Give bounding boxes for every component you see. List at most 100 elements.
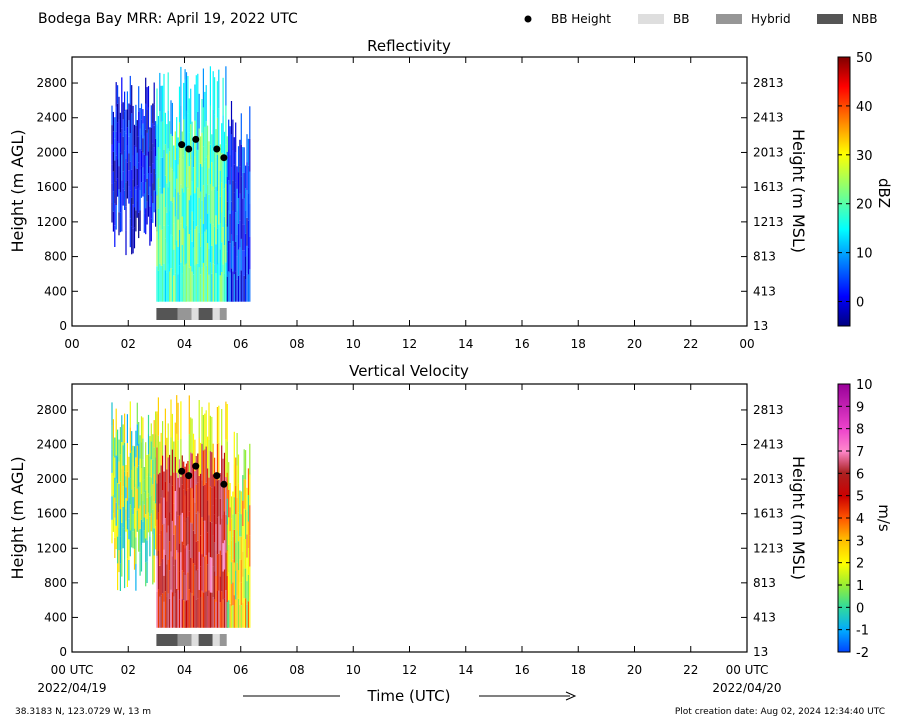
y-tick-label: 800: [44, 250, 67, 264]
data-cell: [200, 274, 202, 302]
data-cell: [188, 434, 190, 473]
data-cell: [216, 480, 218, 518]
data-cell: [200, 442, 202, 474]
data-cell: [150, 423, 152, 442]
data-cell: [188, 166, 190, 201]
data-cell: [247, 220, 249, 248]
data-cell: [247, 548, 249, 575]
data-cell: [215, 244, 217, 273]
x-tick-label: 22: [683, 663, 698, 677]
bb-height-marker: [192, 135, 200, 143]
data-cell: [207, 500, 209, 533]
data-cell: [126, 558, 128, 587]
data-cell: [246, 190, 248, 218]
data-cell: [237, 275, 240, 302]
y-tick-label: 1600: [36, 507, 67, 521]
data-cell: [146, 561, 148, 583]
data-cell: [115, 82, 117, 107]
data-cell: [201, 591, 203, 628]
data-cell: [236, 166, 238, 189]
x-tick-label: 14: [458, 337, 473, 351]
data-cell: [233, 595, 235, 628]
data-cell: [208, 590, 210, 628]
data-cell: [145, 442, 147, 467]
data-cell: [249, 204, 251, 237]
data-cell: [214, 599, 216, 628]
data-cell: [124, 471, 126, 501]
data-cell: [249, 535, 251, 567]
data-cell: [147, 86, 150, 108]
data-cell: [131, 85, 133, 114]
data-cell: [155, 156, 157, 174]
data-cell: [180, 106, 182, 146]
data-cell: [201, 132, 203, 167]
data-cell: [147, 194, 150, 217]
data-cell: [232, 271, 234, 302]
data-cell: [177, 219, 179, 247]
data-cell: [152, 484, 154, 510]
data-cell: [156, 195, 158, 231]
rain-type-segment: [212, 308, 220, 320]
data-cell: [117, 483, 119, 510]
data-cell: [204, 126, 206, 162]
data-cell: [133, 207, 136, 228]
data-cell: [205, 265, 207, 302]
data-cell: [221, 409, 223, 446]
data-cell: [169, 512, 171, 542]
data-cell: [164, 518, 166, 555]
data-cell: [191, 418, 193, 454]
data-cell: [126, 500, 128, 530]
data-cell: [177, 515, 179, 553]
data-cell: [235, 599, 237, 628]
data-cell: [201, 517, 203, 555]
data-cell: [228, 271, 230, 302]
data-cell: [223, 540, 226, 570]
data-cell: [140, 493, 143, 520]
data-cell: [155, 191, 157, 210]
data-cell: [147, 473, 150, 494]
data-cell: [218, 553, 220, 591]
data-cell: [140, 166, 143, 183]
data-cell: [167, 423, 169, 458]
data-cell: [145, 208, 147, 235]
data-cell: [246, 134, 248, 163]
data-cell: [242, 475, 244, 501]
data-cell: [159, 503, 161, 535]
data-cell: [184, 574, 186, 602]
data-cell: [184, 116, 186, 154]
data-cell: [121, 442, 123, 469]
data-cell: [146, 110, 148, 133]
data-cell: [247, 574, 249, 602]
data-cell: [243, 173, 245, 199]
data-cell: [136, 510, 138, 532]
data-cell: [152, 459, 154, 485]
data-cell: [183, 489, 185, 517]
x-tick-label: 00: [64, 337, 79, 351]
data-cell: [223, 273, 226, 302]
data-cell: [136, 488, 138, 511]
x-tick-label: 20: [627, 337, 642, 351]
data-cell: [140, 150, 143, 167]
data-cell: [147, 414, 150, 435]
data-cell: [249, 597, 251, 628]
data-cell: [218, 405, 220, 443]
data-cell: [242, 526, 244, 552]
bb-height-marker: [178, 467, 186, 475]
data-cell: [125, 487, 127, 499]
data-cell: [118, 143, 120, 167]
data-cell: [177, 590, 179, 628]
data-cell: [246, 273, 248, 302]
data-cell: [185, 186, 188, 226]
data-cell: [229, 213, 231, 244]
data-cell: [170, 268, 172, 302]
data-cell: [212, 71, 214, 110]
data-cell: [249, 171, 251, 204]
y-tick-label-right: 13: [753, 645, 768, 659]
data-cell: [177, 274, 179, 302]
data-cell: [239, 536, 241, 560]
data-cell: [225, 552, 227, 591]
data-cell: [159, 565, 161, 597]
data-cell: [195, 513, 197, 542]
data-cell: [125, 134, 127, 159]
data-cell: [221, 182, 223, 213]
